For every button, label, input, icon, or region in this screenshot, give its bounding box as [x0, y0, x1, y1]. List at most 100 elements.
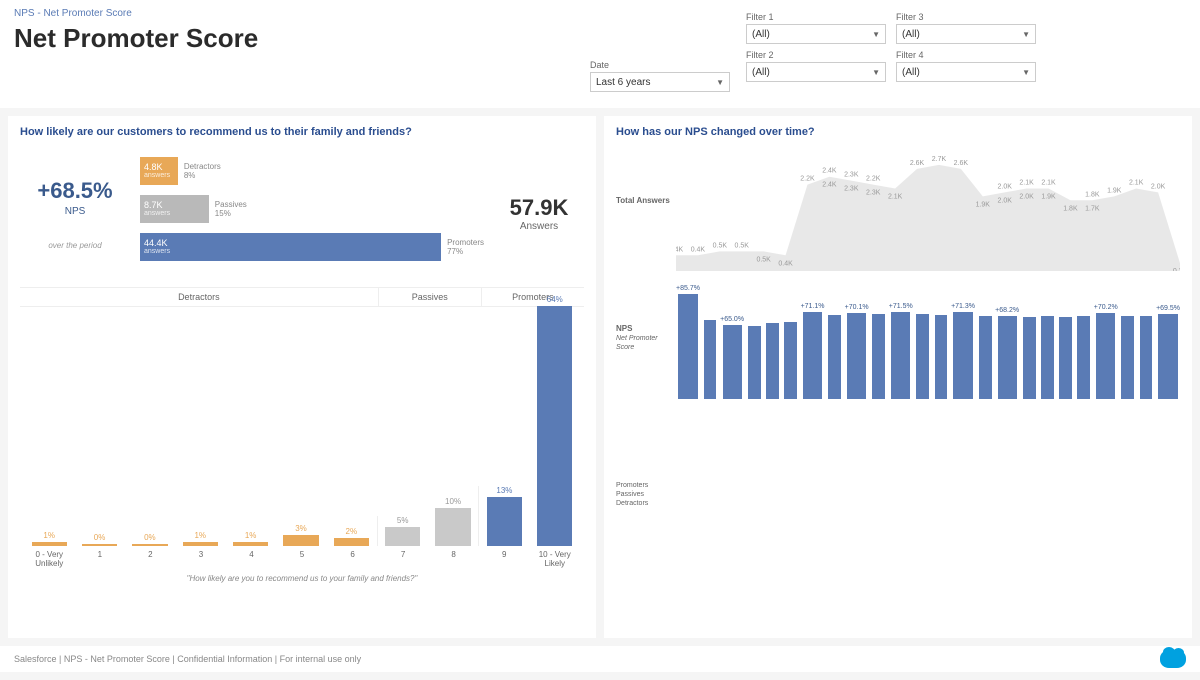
hbar-label: Passives15% [215, 200, 247, 218]
svg-text:2.0K: 2.0K [998, 197, 1013, 204]
filter-4: Filter 4 (All) ▼ [896, 50, 1036, 82]
filter-2-select[interactable]: (All)▼ [746, 62, 886, 82]
dist-col-2: 0% [125, 533, 175, 546]
dist-xlabel: 5 [277, 550, 328, 570]
chevron-down-icon: ▼ [716, 78, 724, 87]
svg-text:2.1K: 2.1K [1041, 179, 1056, 186]
dist-bar [334, 538, 369, 546]
svg-text:2.0K: 2.0K [1151, 183, 1166, 190]
npsbar-col [1120, 314, 1136, 399]
filter-value: (All) [902, 67, 920, 78]
npsbar-col [977, 314, 993, 399]
dist-bar [487, 497, 522, 546]
svg-text:2.3K: 2.3K [844, 186, 859, 193]
svg-text:2.6K: 2.6K [954, 160, 969, 167]
footer: Salesforce | NPS - Net Promoter Score | … [0, 646, 1200, 672]
nps-value: +68.5% [20, 178, 130, 204]
npsbar-val: +70.1% [845, 304, 869, 311]
npsbar-bar [828, 315, 841, 399]
npsbar-val: +71.1% [801, 303, 825, 310]
dist-col-7: 5% [377, 516, 428, 546]
dist-bar [32, 542, 67, 546]
npsbar-chart: NPS Net Promoter Score +85.7%+65.0%+71.1… [676, 279, 1180, 414]
npsbar-bars: +85.7%+65.0%+71.1%+70.1%+71.5%+71.3%+68.… [676, 279, 1180, 399]
npsbar-val: +65.0% [720, 316, 744, 323]
passdet-svg [676, 481, 1180, 536]
npsbar-bar [872, 314, 885, 399]
header: NPS - Net Promoter Score Net Promoter Sc… [0, 0, 1200, 108]
filter-1-select[interactable]: (All) ▼ [746, 24, 886, 44]
lbl-passives: Passives [616, 490, 671, 499]
npsbar-col: +70.1% [845, 304, 869, 399]
dist-col-9: 13% [478, 486, 529, 546]
chevron-down-icon: ▼ [872, 30, 880, 39]
svg-text:2.0K: 2.0K [998, 183, 1013, 190]
dist-bars: 1%0%0%1%1%3%2%5%10%13%64% [20, 306, 584, 546]
segment-detractors: 4.8KanswersDetractors8% [140, 157, 484, 185]
npsbar-col [1057, 315, 1073, 399]
filter-label: Filter 1 [746, 12, 886, 22]
dist-xlabel: 1 [75, 550, 126, 570]
filter-4-select[interactable]: (All) ▼ [896, 62, 1036, 82]
npsbar-bar [766, 323, 779, 399]
nps-note: over the period [20, 241, 130, 250]
filter-date: Date Last 6 years ▼ [590, 60, 730, 92]
nps-summary: +68.5% NPS over the period [20, 178, 130, 250]
svg-text:0.5K: 0.5K [756, 256, 771, 263]
svg-text:2.2K: 2.2K [800, 176, 815, 183]
svg-text:1.9K: 1.9K [1041, 193, 1056, 200]
svg-text:2.4K: 2.4K [822, 182, 837, 189]
answers-summary: 57.9K Answers [494, 195, 584, 232]
npsbar-col: +65.0% [720, 316, 744, 399]
npsbar-col [1021, 315, 1037, 399]
npsbar-bar [704, 320, 717, 399]
dist-pct: 0% [144, 533, 156, 542]
svg-text:0.5K: 0.5K [735, 242, 750, 249]
dist-col-5: 3% [276, 524, 326, 546]
hbar-label: Promoters77% [447, 238, 484, 256]
npsbar-val: +85.7% [676, 285, 700, 292]
dist-xlabels: 0 - Very Unlikely12345678910 - Very Like… [20, 546, 584, 570]
answers-label: Answers [494, 221, 584, 232]
svg-text:1.9K: 1.9K [976, 201, 991, 208]
dist-bar [82, 544, 117, 546]
npsbar-col [827, 313, 843, 399]
dist-xlabel: 9 [479, 550, 530, 570]
dist-col-0: 1% [24, 531, 74, 546]
date-select[interactable]: Last 6 years ▼ [590, 72, 730, 92]
chevron-down-icon: ▼ [872, 68, 880, 77]
dist-question: "How likely are you to recommend us to y… [20, 574, 584, 583]
hbar: 44.4Kanswers [140, 233, 441, 261]
svg-text:0.4K: 0.4K [676, 246, 684, 253]
npsbar-bar [998, 316, 1017, 399]
dist-col-6: 2% [326, 527, 376, 546]
dist-bar [385, 527, 420, 546]
npsbar-col [1076, 314, 1092, 399]
npsbar-sub: Net Promoter Score [616, 335, 658, 351]
dist-bar [233, 542, 268, 546]
filter-3-select[interactable]: (All)▼ [896, 24, 1036, 44]
npsbar-bar [935, 315, 948, 399]
svg-text:0.2K: 0.2K [1173, 268, 1180, 271]
filter-label: Filter 4 [896, 50, 1036, 60]
header-detractors: Detractors [20, 288, 378, 306]
npsbar-label: NPS Net Promoter Score [616, 324, 671, 351]
npsbar-col [764, 321, 780, 399]
svg-text:2.7K: 2.7K [932, 156, 947, 163]
filter-value: (All) [752, 29, 770, 40]
npsbar-bar [1023, 317, 1036, 399]
dist-col-1: 0% [74, 533, 124, 546]
chevron-down-icon: ▼ [1022, 68, 1030, 77]
prom-svg [676, 420, 1180, 475]
segment-passives: 8.7KanswersPassives15% [140, 195, 484, 223]
area-svg: 0.4K0.4K0.5K0.5K2.2K2.4K2.3K2.2K2.6K2.7K… [676, 146, 1180, 271]
npsbar-val: +71.5% [889, 303, 913, 310]
npsbar-bar [1077, 316, 1090, 399]
dist-xlabel: 2 [125, 550, 176, 570]
filter-2: Filter 2 (All)▼ [746, 50, 886, 82]
dist-col-3: 1% [175, 531, 225, 546]
dist-col-4: 1% [225, 531, 275, 546]
npsbar-col [933, 313, 949, 399]
npsbar-col: +71.3% [951, 303, 975, 399]
filter-label: Filter 3 [896, 12, 1036, 22]
